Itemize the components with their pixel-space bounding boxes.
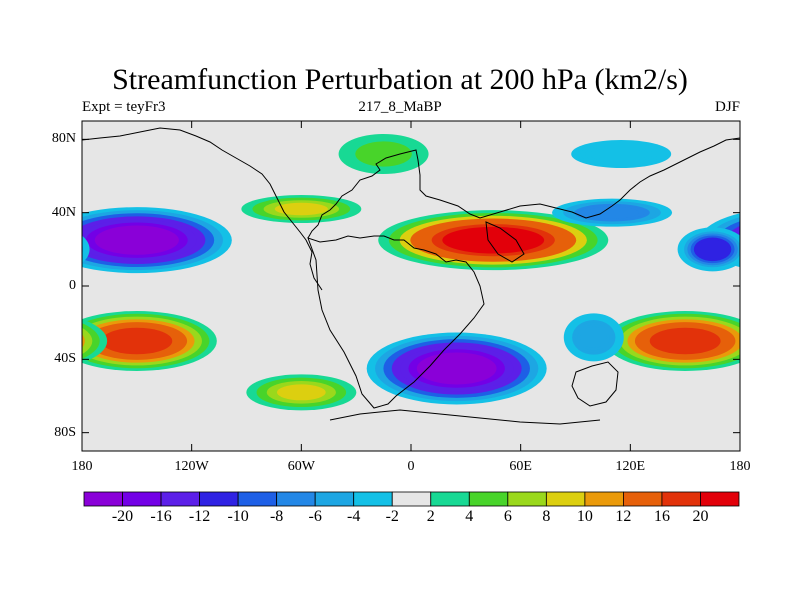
colorbar-box [700, 491, 740, 507]
lon-tick-label: 0 [407, 459, 415, 474]
lat-tick-label: 40S [54, 351, 76, 367]
colorbar-box [661, 491, 701, 507]
colorbar-box [237, 491, 278, 507]
contour-band [442, 226, 545, 254]
experiment-label: Expt = teyFr3 [82, 99, 166, 115]
colorbar-label: -2 [385, 508, 399, 525]
negative-anomaly-9-wrap [82, 235, 90, 264]
axis-ticks [81, 121, 741, 451]
colorbar-label: 16 [653, 508, 670, 525]
lat-tick-label: 80S [54, 424, 76, 440]
lat-tick-label: 80N [51, 131, 76, 147]
contour-band [580, 326, 608, 348]
plot-title: Streamfunction Perturbation at 200 hPa (… [112, 63, 688, 96]
colorbar-label: -20 [111, 508, 134, 525]
colorbar-label: -4 [347, 508, 361, 525]
negative-anomaly-0 [82, 207, 232, 274]
contour-band [276, 384, 326, 401]
colorbar-box [122, 491, 162, 507]
contour-band [82, 239, 87, 260]
colorbar-label: -16 [150, 508, 172, 525]
positive-anomaly-5 [246, 374, 357, 411]
colorbar-label: -8 [269, 508, 284, 525]
colorbar-box [314, 491, 355, 507]
colorbar-box [430, 491, 470, 507]
positive-anomaly-7 [338, 134, 429, 174]
colorbar-box [468, 491, 509, 507]
colorbar-label: 8 [542, 508, 551, 525]
negative-anomaly-8 [552, 198, 673, 227]
contour-band [82, 334, 85, 348]
negative-anomaly-10 [571, 140, 672, 168]
colorbar-box [83, 491, 123, 507]
positive-anomaly-4-wrap [82, 319, 108, 363]
lat-tick-label: 40N [51, 204, 76, 220]
colorbar-label: -12 [188, 508, 211, 525]
lon-tick-label: 120W [174, 459, 209, 474]
lon-tick-label: 180 [71, 459, 93, 474]
colorbar-label: 4 [465, 508, 474, 525]
contour-band [649, 327, 721, 355]
contour-band [697, 239, 729, 260]
contour-band [274, 202, 328, 216]
coastline-australia [571, 361, 619, 407]
colorbar-box [545, 491, 586, 507]
colorbar-box [391, 491, 432, 507]
colorbar-box [623, 491, 663, 507]
colorbar-box [584, 491, 624, 507]
colorbar-box [353, 491, 393, 507]
lon-tick-label: 60E [509, 459, 532, 474]
lon-tick-label: 120E [615, 459, 646, 474]
contour-band [416, 352, 497, 385]
positive-anomaly-4 [605, 311, 740, 371]
lon-tick-label: 180 [729, 459, 751, 474]
contour-fill-layer [82, 134, 740, 411]
colorbar-boxes [83, 491, 740, 507]
negative-anomaly-11 [563, 313, 624, 362]
lon-tick-label: 60W [287, 459, 315, 474]
period-label: 217_8_MaBP [358, 99, 442, 115]
coastline-antarctica [329, 409, 601, 425]
colorbar-label: 12 [615, 508, 632, 525]
colorbar-box [199, 491, 239, 507]
contour-band [363, 145, 404, 163]
season-label: DJF [714, 99, 740, 115]
negative-anomaly-2 [366, 332, 547, 405]
contour-band [101, 327, 173, 355]
colorbar-label: -6 [308, 508, 322, 525]
coastline-layer [82, 127, 740, 425]
positive-anomaly-1 [378, 210, 609, 271]
coastline-africa-eurasia [307, 137, 740, 409]
contour-band [599, 147, 644, 161]
colorbar-label: 20 [692, 508, 709, 525]
lat-tick-label: 0 [69, 278, 76, 293]
coastline-americas [82, 127, 323, 291]
colorbar-label: -10 [227, 508, 249, 525]
colorbar-label: 6 [503, 508, 512, 525]
colorbar-box [276, 491, 316, 507]
colorbar-box [160, 491, 200, 507]
colorbar-label: 10 [576, 508, 593, 525]
contour-band [94, 225, 179, 255]
colorbar-label: 2 [426, 508, 435, 525]
contour-band [82, 327, 93, 355]
colorbar-box [507, 491, 547, 507]
negative-anomaly-9 [677, 227, 740, 272]
contour-band [585, 206, 639, 219]
positive-anomaly-3 [82, 311, 217, 371]
coastline-arabia [485, 221, 525, 263]
